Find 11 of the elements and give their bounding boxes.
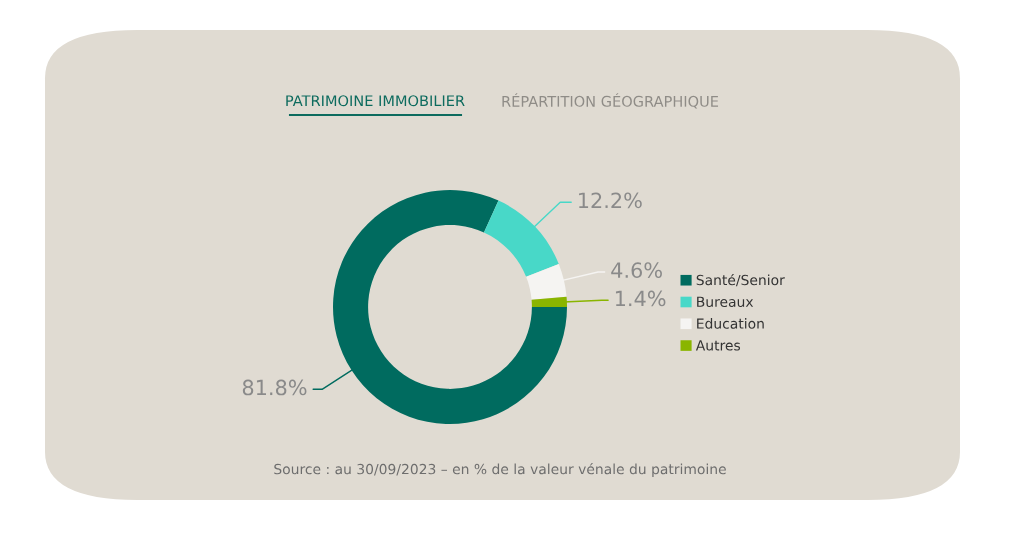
chart-title: PATRIMOINE IMMOBILIER (286, 95, 465, 107)
data-label: 81.8% (242, 379, 307, 396)
legend-label: Bureaux (697, 296, 754, 308)
chart-subtitle: RÉPARTITION GÉOGRAPHIQUE (502, 93, 719, 109)
legend-label: Santé/Senior (696, 273, 785, 287)
source-note: Source : au 30/09/2023 – en % de la valeur vénale du patrimoine (274, 463, 726, 477)
legend-label: Education (697, 318, 764, 329)
data-label: 4.6% (611, 262, 662, 278)
data-label: 1.4% (615, 290, 666, 307)
data-label: 12.2% (579, 192, 642, 209)
legend-label: Autres (695, 340, 741, 351)
